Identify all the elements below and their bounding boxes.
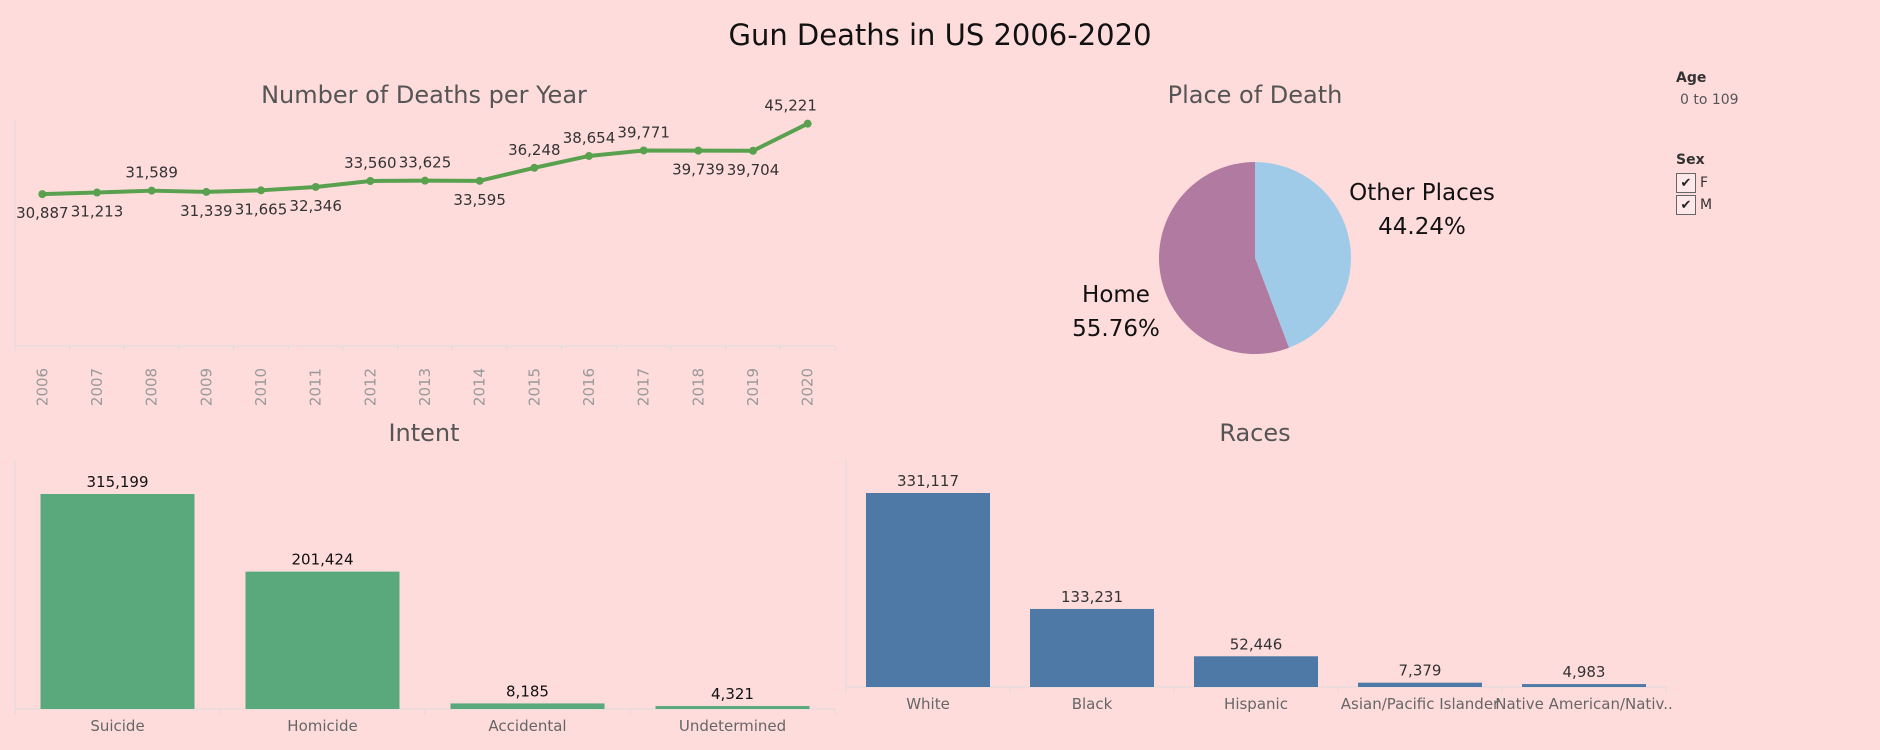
races-bar <box>1522 684 1646 687</box>
races-category-label: Hispanic <box>1224 695 1288 713</box>
line-x-tick-label: 2018 <box>689 368 707 406</box>
pie-chart-title: Place of Death <box>1168 81 1343 109</box>
line-x-tick-label: 2017 <box>635 368 653 406</box>
line-point <box>366 176 375 185</box>
races-chart-title: Races <box>1219 419 1290 447</box>
line-chart-title: Number of Deaths per Year <box>261 81 587 109</box>
intent-data-label: 4,321 <box>711 685 754 703</box>
races-category-label: White <box>906 695 950 713</box>
line-data-label: 30,887 <box>16 204 69 222</box>
sex-filter-option-m[interactable]: ✔ M <box>1676 194 1856 216</box>
line-data-label: 33,560 <box>344 154 397 172</box>
line-data-label: 31,339 <box>180 202 233 220</box>
line-data-label: 33,595 <box>453 191 506 209</box>
intent-bar <box>40 494 195 709</box>
line-point <box>803 119 812 128</box>
line-point <box>257 186 265 195</box>
line-x-tick-label: 2012 <box>361 368 379 406</box>
races-category-label: Native American/Nativ.. <box>1495 695 1672 713</box>
races-bar <box>1358 682 1482 687</box>
checkmark-icon[interactable]: ✔ <box>1676 195 1696 215</box>
line-x-tick-label: 2006 <box>33 368 51 406</box>
line-x-tick-label: 2014 <box>471 368 489 406</box>
intent-bar <box>245 571 400 709</box>
line-point <box>639 146 648 155</box>
sex-option-label: F <box>1700 175 1709 191</box>
line-point <box>421 176 429 185</box>
line-x-tick-label: 2011 <box>307 368 325 406</box>
line-data-label: 38,654 <box>563 129 616 147</box>
pie-label-name: Other Places <box>1349 180 1495 206</box>
pie-slice <box>1255 162 1352 348</box>
line-point <box>694 146 703 155</box>
pie-label-name: Home <box>1082 282 1150 308</box>
checkmark-icon[interactable]: ✔ <box>1676 173 1696 193</box>
line-data-label: 36,248 <box>508 141 561 159</box>
line-data-label: 45,221 <box>764 97 817 115</box>
races-bar <box>1194 656 1318 687</box>
races-category-label: Black <box>1072 695 1113 713</box>
intent-data-label: 201,424 <box>291 551 353 569</box>
races-data-label: 4,983 <box>1563 663 1606 681</box>
line-point <box>585 151 593 160</box>
line-point <box>202 187 211 196</box>
line-point <box>475 176 484 185</box>
line-data-label: 32,346 <box>289 197 342 215</box>
intent-category-label: Homicide <box>287 717 357 735</box>
line-x-tick-label: 2007 <box>88 368 106 406</box>
line-point <box>311 182 320 191</box>
line-x-tick-label: 2016 <box>580 368 598 406</box>
line-x-tick-label: 2009 <box>197 368 215 406</box>
line-x-tick-label: 2010 <box>252 368 270 406</box>
line-x-tick-label: 2013 <box>416 368 434 406</box>
races-bar <box>1030 608 1154 687</box>
page-title: Gun Deaths in US 2006-2020 <box>728 18 1152 52</box>
intent-category-label: Accidental <box>488 717 566 735</box>
line-point <box>93 188 101 197</box>
line-data-label: 31,589 <box>125 164 178 182</box>
pie-label-percent: 55.76% <box>1072 316 1160 342</box>
line-data-label: 33,625 <box>399 154 452 172</box>
line-point <box>530 163 539 172</box>
intent-chart-title: Intent <box>388 419 459 447</box>
line-x-tick-label: 2020 <box>799 368 817 406</box>
line-x-tick-label: 2015 <box>525 368 543 406</box>
intent-data-label: 315,199 <box>86 473 148 491</box>
sex-filter-title: Sex <box>1676 152 1705 168</box>
age-filter-title: Age <box>1676 70 1707 86</box>
races-data-label: 52,446 <box>1230 635 1283 653</box>
line-data-label: 39,704 <box>727 161 780 179</box>
races-category-label: Asian/Pacific Islander <box>1341 695 1500 713</box>
filter-panel: Age 0 to 109 Sex ✔ F ✔ M <box>1676 70 1856 216</box>
races-data-label: 7,379 <box>1399 662 1442 680</box>
intent-category-label: Undetermined <box>679 717 786 735</box>
line-point <box>749 146 757 155</box>
line-x-tick-label: 2019 <box>744 368 762 406</box>
line-x-tick-label: 2008 <box>143 368 161 406</box>
age-filter-value[interactable]: 0 to 109 <box>1680 92 1739 108</box>
races-data-label: 331,117 <box>897 472 959 490</box>
pie-slice <box>1159 162 1289 354</box>
intent-bar <box>450 703 605 709</box>
line-data-label: 39,739 <box>672 161 725 179</box>
intent-bar <box>655 706 810 709</box>
line-data-label: 39,771 <box>617 123 670 141</box>
intent-category-label: Suicide <box>90 717 144 735</box>
line-point <box>38 190 47 199</box>
line-data-label: 31,665 <box>235 200 288 218</box>
line-data-label: 31,213 <box>71 203 124 221</box>
races-data-label: 133,231 <box>1061 588 1123 606</box>
intent-data-label: 8,185 <box>506 682 549 700</box>
line-point <box>147 186 156 195</box>
pie-label-percent: 44.24% <box>1378 214 1466 240</box>
sex-option-label: M <box>1700 197 1713 213</box>
sex-filter-option-f[interactable]: ✔ F <box>1676 172 1856 194</box>
races-bar <box>866 493 990 687</box>
